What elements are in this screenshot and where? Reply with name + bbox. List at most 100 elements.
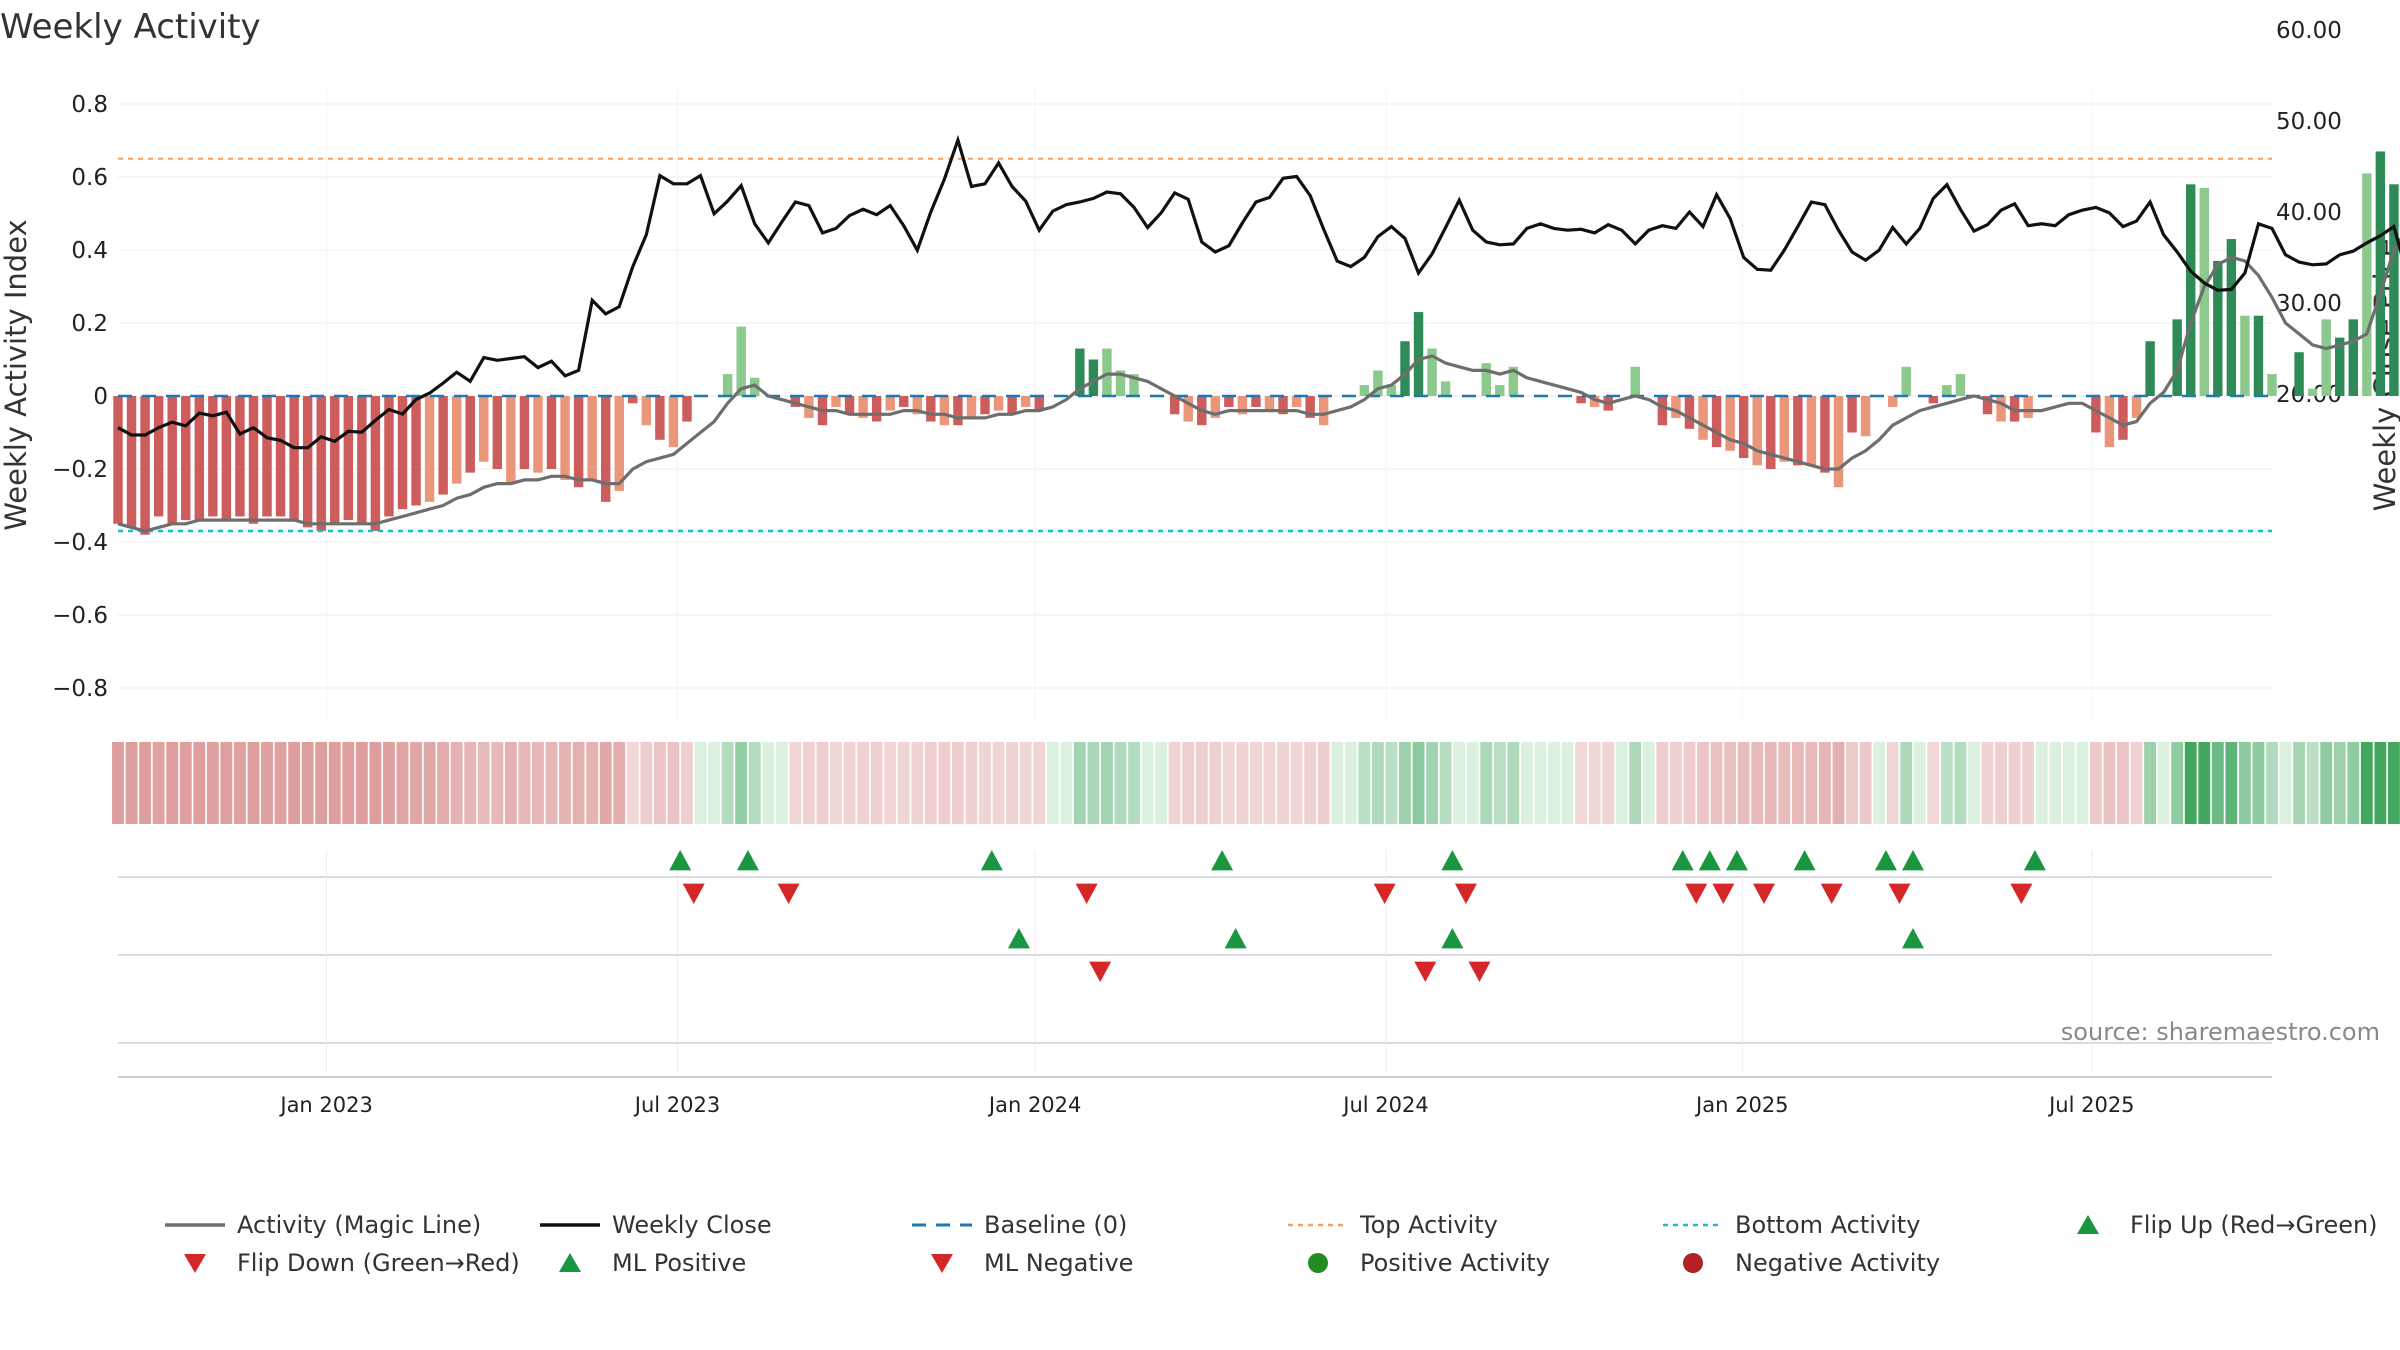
heat-cell bbox=[653, 742, 666, 824]
heat-cell bbox=[261, 742, 273, 824]
heat-cell bbox=[1615, 742, 1628, 824]
activity-heat-strip bbox=[112, 742, 2400, 824]
activity-bar bbox=[1007, 396, 1017, 415]
heat-cell bbox=[2022, 742, 2035, 824]
flip-up-marker bbox=[1698, 850, 1721, 871]
activity-bar bbox=[966, 396, 977, 418]
activity-bar bbox=[790, 396, 801, 407]
heat-cell bbox=[1358, 742, 1371, 824]
heat-cell bbox=[640, 742, 653, 824]
activity-bar bbox=[533, 396, 543, 473]
activity-bar bbox=[2335, 337, 2345, 396]
heat-cell bbox=[1859, 742, 1872, 824]
heat-cell bbox=[2252, 742, 2265, 824]
activity-bar bbox=[1210, 396, 1221, 418]
activity-bar bbox=[2240, 315, 2250, 396]
chart-title: Weekly Activity bbox=[0, 7, 261, 47]
activity-bar bbox=[1305, 396, 1315, 418]
heat-cell bbox=[830, 742, 842, 824]
activity-bar bbox=[1034, 396, 1044, 411]
heat-cell bbox=[1683, 742, 1696, 824]
activity-bar bbox=[641, 396, 652, 426]
activity-bar bbox=[1400, 341, 1410, 396]
activity-bar bbox=[424, 396, 435, 502]
ml-negative-marker bbox=[1089, 961, 1112, 982]
heat-cell bbox=[1371, 742, 1384, 824]
heat-cell bbox=[857, 742, 870, 824]
legend-label: ML Negative bbox=[984, 1249, 1133, 1277]
left-tick-label: −0.2 bbox=[52, 457, 108, 483]
legend-label: Top Activity bbox=[1359, 1211, 1498, 1239]
heat-cell bbox=[1548, 742, 1560, 824]
activity-bar bbox=[980, 396, 990, 415]
heat-cell bbox=[2089, 742, 2102, 824]
heat-cell bbox=[1954, 742, 1967, 824]
heat-cell bbox=[2238, 742, 2251, 824]
heat-cell bbox=[1114, 742, 1127, 824]
flip-down-marker bbox=[777, 883, 800, 904]
activity-bar bbox=[2199, 187, 2209, 396]
activity-bar bbox=[1942, 385, 1952, 396]
heat-cell bbox=[139, 742, 152, 824]
heat-cell bbox=[1426, 742, 1439, 824]
heat-cell bbox=[342, 742, 355, 824]
activity-bar bbox=[1833, 396, 1844, 488]
activity-bar bbox=[1386, 385, 1397, 396]
activity-bar bbox=[1440, 381, 1451, 396]
heat-cell bbox=[1263, 742, 1276, 824]
heat-cell bbox=[2266, 742, 2278, 824]
legend-swatch-circle-icon bbox=[1308, 1253, 1328, 1273]
activity-bar bbox=[384, 396, 394, 517]
right-tick-label: 30.00 bbox=[2276, 291, 2342, 317]
heat-cell bbox=[369, 742, 382, 824]
heat-cell bbox=[613, 742, 626, 824]
left-tick-label: −0.8 bbox=[52, 676, 108, 702]
heat-cell bbox=[694, 742, 707, 824]
activity-bar bbox=[1928, 396, 1939, 404]
activity-bar bbox=[2253, 315, 2264, 396]
legend-label: ML Positive bbox=[612, 1249, 746, 1277]
heat-cell bbox=[2035, 742, 2048, 824]
activity-bar bbox=[1955, 374, 1966, 396]
activity-bar bbox=[1766, 396, 1776, 469]
heat-cell bbox=[1087, 742, 1100, 824]
activity-bar bbox=[343, 396, 354, 521]
activity-bar bbox=[993, 396, 1004, 411]
flip-up-marker bbox=[1902, 850, 1924, 871]
activity-bar bbox=[953, 396, 963, 426]
activity-bar bbox=[208, 396, 218, 517]
activity-bar bbox=[1589, 396, 1600, 407]
heat-cell bbox=[2387, 742, 2400, 824]
heat-cell bbox=[1493, 742, 1506, 824]
x-tick-label: Jan 2024 bbox=[987, 1093, 1082, 1117]
heat-cell bbox=[951, 742, 964, 824]
activity-bar bbox=[885, 396, 895, 411]
activity-bar bbox=[316, 396, 326, 532]
heat-cell bbox=[1981, 742, 1994, 824]
flip-down-marker bbox=[1373, 883, 1396, 904]
heat-cell bbox=[2144, 742, 2157, 824]
activity-bar bbox=[357, 396, 367, 524]
heat-cell bbox=[450, 742, 463, 824]
activity-bar bbox=[1779, 396, 1790, 462]
heat-cell bbox=[1480, 742, 1493, 824]
heat-cell bbox=[1737, 742, 1750, 824]
heat-cell bbox=[477, 742, 490, 824]
reference-lines bbox=[118, 157, 2272, 533]
activity-bar bbox=[1698, 396, 1708, 440]
heat-cell bbox=[532, 742, 544, 824]
heat-cell bbox=[965, 742, 978, 824]
heat-cell bbox=[2211, 742, 2224, 824]
heat-cell bbox=[897, 742, 910, 824]
activity-bar bbox=[181, 396, 191, 521]
flip-up-marker bbox=[1793, 850, 1816, 871]
activity-bar bbox=[1847, 396, 1857, 433]
activity-bar bbox=[1278, 396, 1288, 415]
heat-cell bbox=[870, 742, 883, 824]
activity-bar bbox=[2172, 319, 2182, 396]
heat-cell bbox=[911, 742, 924, 824]
legend-label: Weekly Close bbox=[612, 1211, 772, 1239]
activity-bar bbox=[330, 396, 340, 524]
activity-bar bbox=[1413, 312, 1424, 396]
